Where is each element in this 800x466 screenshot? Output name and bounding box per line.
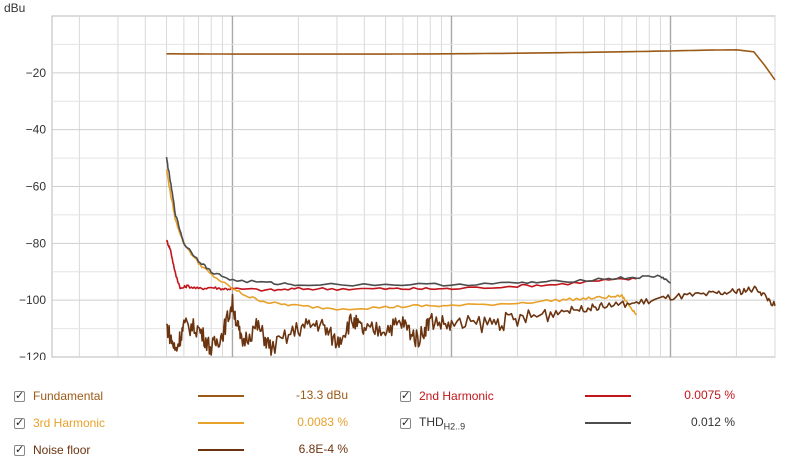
legend-value-2nd-harmonic: 0.0075 % bbox=[684, 388, 735, 402]
legend-swatch-thd bbox=[585, 422, 631, 424]
legend-swatch-3rd-harmonic bbox=[198, 422, 244, 424]
legend-value-noise-floor: 6.8E-4 % bbox=[298, 442, 348, 456]
legend-swatch-2nd-harmonic bbox=[585, 395, 631, 397]
y-tick-label: −120 bbox=[19, 350, 46, 360]
legend-value-3rd-harmonic: 0.0083 % bbox=[297, 415, 348, 429]
y-tick-label: −40 bbox=[26, 123, 47, 137]
legend-label: 2nd Harmonic bbox=[419, 389, 494, 403]
series-line-thd bbox=[165, 156, 671, 287]
legend-swatch-fundamental bbox=[198, 395, 244, 397]
checkbox-thd[interactable] bbox=[400, 416, 411, 429]
series-line-noise-floor bbox=[165, 285, 776, 356]
thd-label: THD bbox=[419, 414, 444, 429]
y-tick-label: −20 bbox=[26, 66, 47, 80]
legend-label: Noise floor bbox=[33, 443, 91, 457]
legend-item-2nd-harmonic[interactable]: 2nd Harmonic bbox=[400, 385, 494, 407]
checkbox-2nd-harmonic[interactable] bbox=[400, 389, 411, 402]
legend-value-fundamental: -13.3 dBu bbox=[295, 388, 348, 402]
legend-label: 3rd Harmonic bbox=[33, 416, 106, 430]
legend-swatch-noise-floor bbox=[198, 449, 244, 451]
legend-item-thd[interactable]: THDH2..9 bbox=[400, 412, 465, 434]
legend-label: Fundamental bbox=[33, 389, 104, 403]
series-line-3rd-harmonic bbox=[165, 169, 637, 316]
y-tick-label: −100 bbox=[19, 293, 46, 307]
chart: −20−40−60−80−100−120dBu15203040501002003… bbox=[4, 1, 776, 360]
checkbox-3rd-harmonic[interactable] bbox=[14, 416, 25, 429]
thd-subscript: H2..9 bbox=[443, 421, 466, 432]
series-line-2nd-harmonic bbox=[165, 239, 637, 292]
legend-item-noise-floor[interactable]: Noise floor bbox=[14, 439, 90, 461]
legend-item-fundamental[interactable]: Fundamental bbox=[14, 385, 103, 407]
y-axis-label: dBu bbox=[4, 1, 25, 15]
checkbox-fundamental[interactable] bbox=[14, 389, 25, 402]
checkbox-noise-floor[interactable] bbox=[14, 443, 25, 456]
legend-label-thd: THDH2..9 bbox=[419, 415, 465, 431]
series-line-fundamental bbox=[166, 48, 776, 81]
legend-value-thd: 0.012 % bbox=[690, 415, 735, 429]
legend-item-3rd-harmonic[interactable]: 3rd Harmonic bbox=[14, 412, 105, 434]
y-tick-label: −80 bbox=[26, 236, 47, 250]
y-tick-label: −60 bbox=[26, 180, 47, 194]
